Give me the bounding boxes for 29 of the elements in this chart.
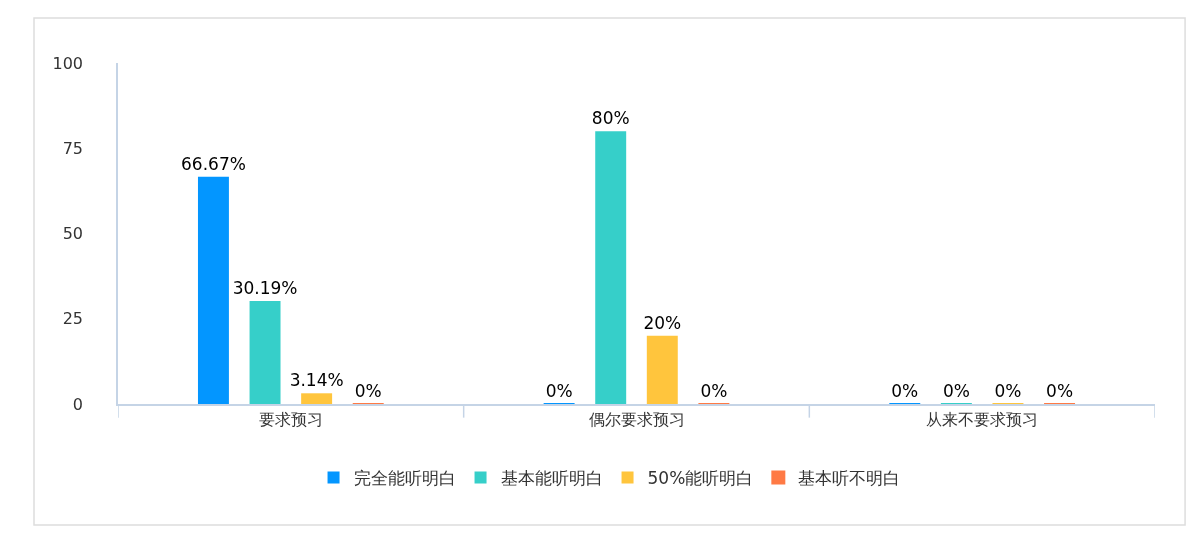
- data-label: 30.19%: [232, 278, 298, 299]
- data-label: 0%: [994, 381, 1022, 401]
- data-label: 66.67%: [181, 153, 246, 174]
- data-label: 0%: [700, 381, 728, 401]
- y-tick-label: 75: [62, 138, 84, 158]
- bar: [301, 393, 333, 404]
- data-label: 0%: [1046, 381, 1074, 401]
- bar: [595, 131, 627, 404]
- data-label: 3.14%: [289, 370, 344, 391]
- bar: [197, 176, 229, 404]
- legend-label: 基本听不明白: [798, 468, 901, 489]
- data-label: 80%: [591, 108, 630, 129]
- x-tick-label: 偶尔要求预习: [588, 409, 685, 429]
- data-label: 0%: [891, 381, 919, 401]
- x-tick-label: 从来不要求预习: [926, 409, 1039, 429]
- legend-label: 完全能听明白: [353, 468, 456, 489]
- data-label: 0%: [942, 381, 970, 401]
- data-label: 0%: [354, 381, 382, 401]
- bar: [249, 301, 281, 404]
- y-tick-label: 100: [52, 53, 84, 73]
- legend-label: 基本能听明白: [500, 468, 603, 489]
- data-label: 0%: [545, 381, 573, 401]
- y-tick-label: 0: [72, 394, 84, 414]
- data-label: 20%: [643, 312, 682, 333]
- y-tick-label: 50: [62, 224, 84, 244]
- legend-label: 50%能听明白: [647, 468, 754, 489]
- bar: [646, 335, 678, 404]
- y-tick-label: 25: [62, 309, 84, 329]
- x-tick-label: 要求预习: [258, 409, 323, 429]
